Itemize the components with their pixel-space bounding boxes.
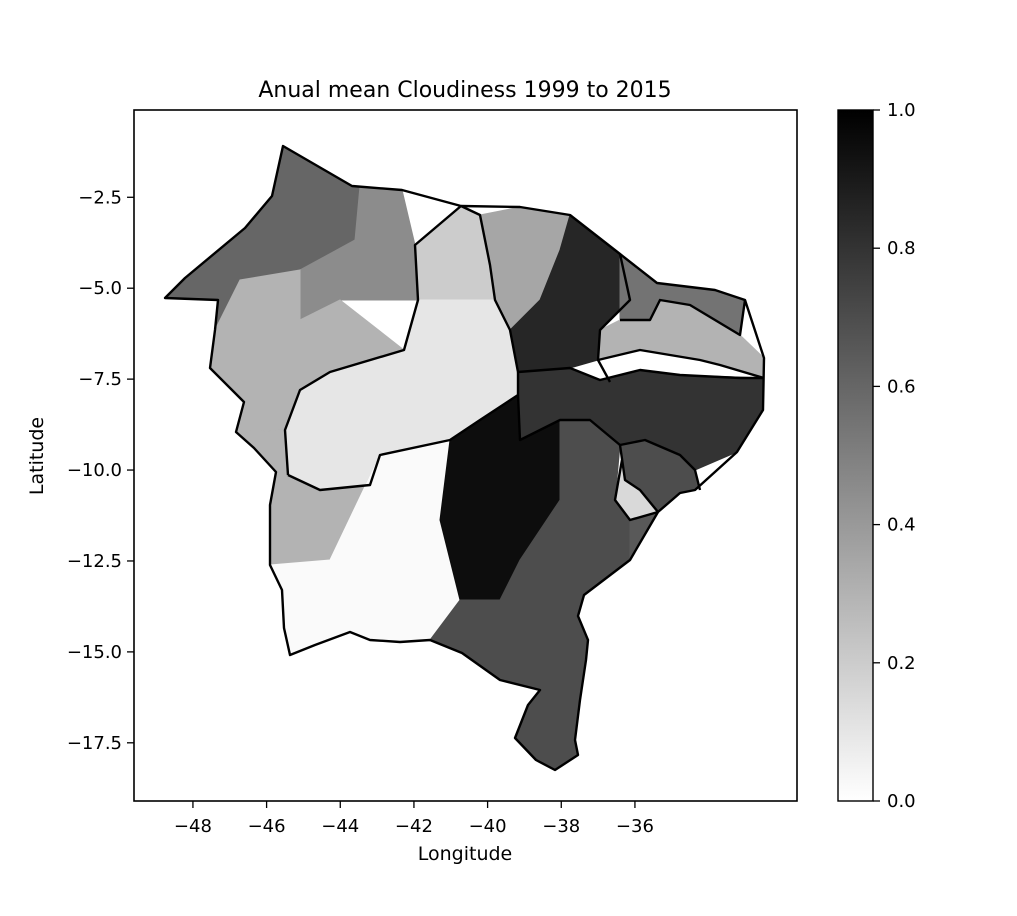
colorbar-tick-label: 0.2 — [887, 653, 916, 674]
border-ceara-pernambuco — [517, 366, 764, 382]
x-tick-label: −38 — [542, 816, 580, 837]
heatmap-regions — [165, 146, 764, 770]
x-tick-label: −44 — [321, 816, 359, 837]
y-tick-label: −7.5 — [78, 369, 122, 390]
x-tick-label: −42 — [395, 816, 433, 837]
plot-frame — [133, 109, 798, 802]
colorbar-tick-label: 0.4 — [887, 515, 916, 536]
y-tick-label: −12.5 — [67, 551, 122, 572]
colorbar-tick-label: 0.0 — [887, 791, 916, 812]
y-tick-label: −2.5 — [78, 187, 122, 208]
colorbar-tick-label: 1.0 — [887, 100, 916, 121]
x-tick-label: −40 — [469, 816, 507, 837]
y-tick-label: −17.5 — [67, 733, 122, 754]
border-piaui-bahia — [287, 372, 520, 492]
y-axis-label: Latitude — [26, 417, 48, 495]
x-tick-label: −48 — [174, 816, 212, 837]
colorbar — [837, 109, 874, 802]
y-axis-ticks: −2.5 −5.0 −7.5 −10.0 −12.5 −15.0 −17.5 — [67, 187, 134, 754]
state-borders — [163, 144, 766, 772]
y-tick-label: −5.0 — [78, 278, 122, 299]
y-tick-label: −10.0 — [67, 460, 122, 481]
x-tick-label: −46 — [248, 816, 286, 837]
border-maranhao-piaui — [283, 205, 462, 476]
colorbar-ticks: 0.0 0.2 0.4 0.6 0.8 1.0 — [873, 100, 916, 812]
x-axis-ticks: −48 −46 −44 −42 −40 −38 −36 — [174, 801, 654, 837]
border-paraiba-pernambuco — [597, 348, 765, 380]
colorbar-tick-label: 0.6 — [887, 376, 916, 397]
chart-title: Anual mean Cloudiness 1999 to 2015 — [258, 78, 671, 103]
border-sergipe — [613, 459, 659, 522]
x-axis-label: Longitude — [418, 843, 513, 865]
border-rn-paraiba — [620, 298, 747, 337]
border-piaui-ceara — [460, 204, 520, 373]
colorbar-tick-label: 0.8 — [887, 238, 916, 259]
y-tick-label: −15.0 — [67, 642, 122, 663]
x-tick-label: −36 — [616, 816, 654, 837]
border-ceara-rn — [596, 253, 632, 383]
